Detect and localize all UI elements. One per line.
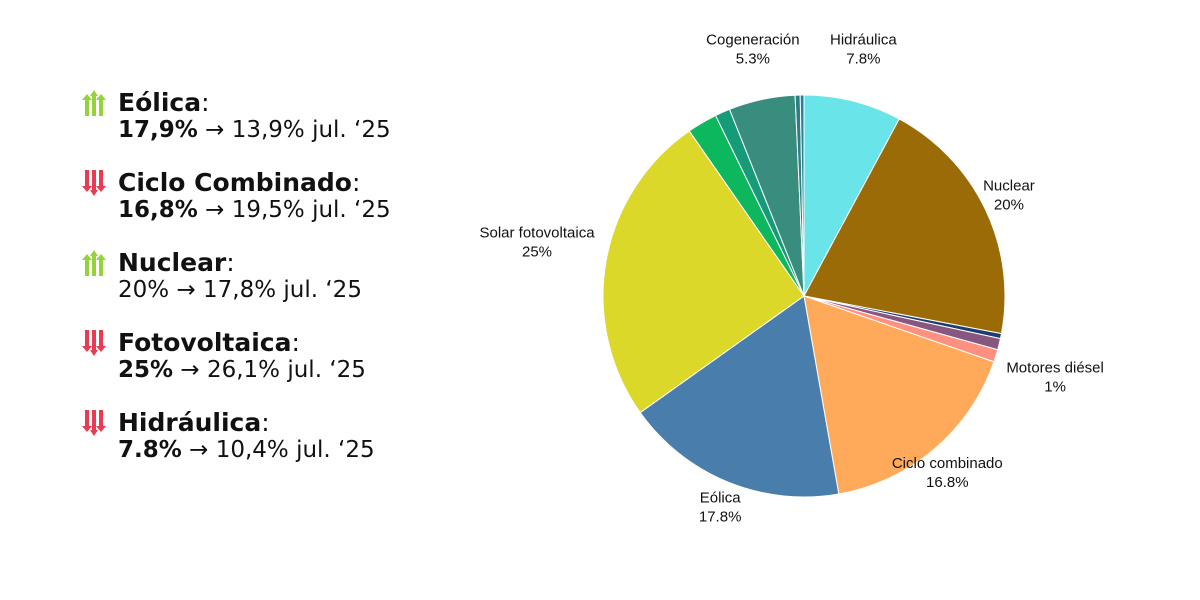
summary-item-title: Eólica [118,88,202,117]
summary-item-change: 16,8% → 19,5% jul. ‘25 [118,196,478,224]
pie-label-value: 17.8% [699,508,742,525]
summary-item-value: 17,9% [118,117,198,143]
summary-item-arrow-text: → 13,9% jul. ‘25 [205,117,391,143]
summary-item-change: 7.8% → 10,4% jul. ‘25 [118,436,478,464]
down-arrow-icon [82,410,106,436]
pie-label-value: 5.3% [736,50,770,67]
pie-slice [602,130,805,414]
summary-item-heading: Nuclear: [78,248,478,278]
pie-label-name: Nuclear [983,177,1035,194]
pie-slice [799,94,805,297]
pie-label-value: 25% [522,244,552,261]
summary-item-colon: : [291,328,300,357]
up-arrow-icon [82,250,106,276]
pie-slice [688,114,805,297]
pie-slice [794,94,805,297]
summary-item-arrow-text: → 17,8% jul. ‘25 [176,277,362,303]
summary-item-arrow-text: → 26,1% jul. ‘25 [180,357,366,383]
summary-item-value: 25% [118,357,174,383]
summary-item-title: Ciclo Combinado [118,168,352,197]
summary-item-heading: Ciclo Combinado: [78,168,478,198]
pie-label-name: Ciclo combinado [892,455,1003,472]
summary-panel: Eólica: 17,9% → 13,9% jul. ‘25 Ciclo Com… [78,88,478,488]
pie-slice [803,295,1002,351]
summary-item-fotovoltaica: Fotovoltaica: 25% → 26,1% jul. ‘25 [78,328,478,384]
summary-item-colon: : [261,408,270,437]
summary-item-ciclo-combinado: Ciclo Combinado: 16,8% → 19,5% jul. ‘25 [78,168,478,224]
pie-label-name: Cogeneración [706,31,799,48]
pie-slice [714,108,805,297]
summary-item-colon: : [226,248,235,277]
pie-label-name: Solar fotovoltaica [479,225,595,242]
pie-label-name: Hidráulica [830,31,897,48]
summary-item-value: 20% [118,277,170,303]
summary-item-title: Hidráulica [118,408,262,437]
pie-slice [803,295,999,363]
summary-item-heading: Hidráulica: [78,408,478,438]
pie-label-value: 20% [994,196,1024,213]
summary-item-nuclear: Nuclear: 20% → 17,8% jul. ‘25 [78,248,478,304]
pie-slice [803,295,1003,340]
pie-labels: Hidráulica 7.8% Nuclear 20% Motores diésel 1%… [479,31,1103,525]
pie-slice [803,94,900,297]
pie-slice [803,118,1006,335]
pie-label-name: Motores diésel [1006,359,1104,376]
summary-item-eolica: Eólica: 17,9% → 13,9% jul. ‘25 [78,88,478,144]
up-arrow-icon [82,90,106,116]
summary-item-hidraulica: Hidráulica: 7.8% → 10,4% jul. ‘25 [78,408,478,464]
pie-label-name: Eólica [700,489,742,506]
summary-item-arrow-text: → 19,5% jul. ‘25 [205,197,391,223]
summary-item-arrow-text: → 10,4% jul. ‘25 [189,437,375,463]
pie-slices [602,94,1006,498]
pie-slice [728,94,805,297]
pie-slice [639,295,840,498]
pie-label-value: 7.8% [846,50,880,67]
pie-label-value: 16.8% [926,474,969,491]
down-arrow-icon [82,170,106,196]
summary-item-change: 20% → 17,8% jul. ‘25 [118,276,478,304]
summary-item-value: 16,8% [118,197,198,223]
summary-item-colon: : [351,168,361,197]
down-arrow-icon [82,330,106,356]
summary-item-title: Nuclear [118,248,227,277]
pie-label-value: 1% [1044,378,1066,395]
summary-item-heading: Fotovoltaica: [78,328,478,358]
summary-item-colon: : [201,88,210,117]
summary-item-change: 25% → 26,1% jul. ‘25 [118,356,478,384]
summary-item-change: 17,9% → 13,9% jul. ‘25 [118,116,478,144]
summary-item-title: Fotovoltaica [118,328,292,357]
summary-item-heading: Eólica: [78,88,478,118]
summary-item-value: 7.8% [118,437,182,463]
pie-slice [803,295,995,495]
